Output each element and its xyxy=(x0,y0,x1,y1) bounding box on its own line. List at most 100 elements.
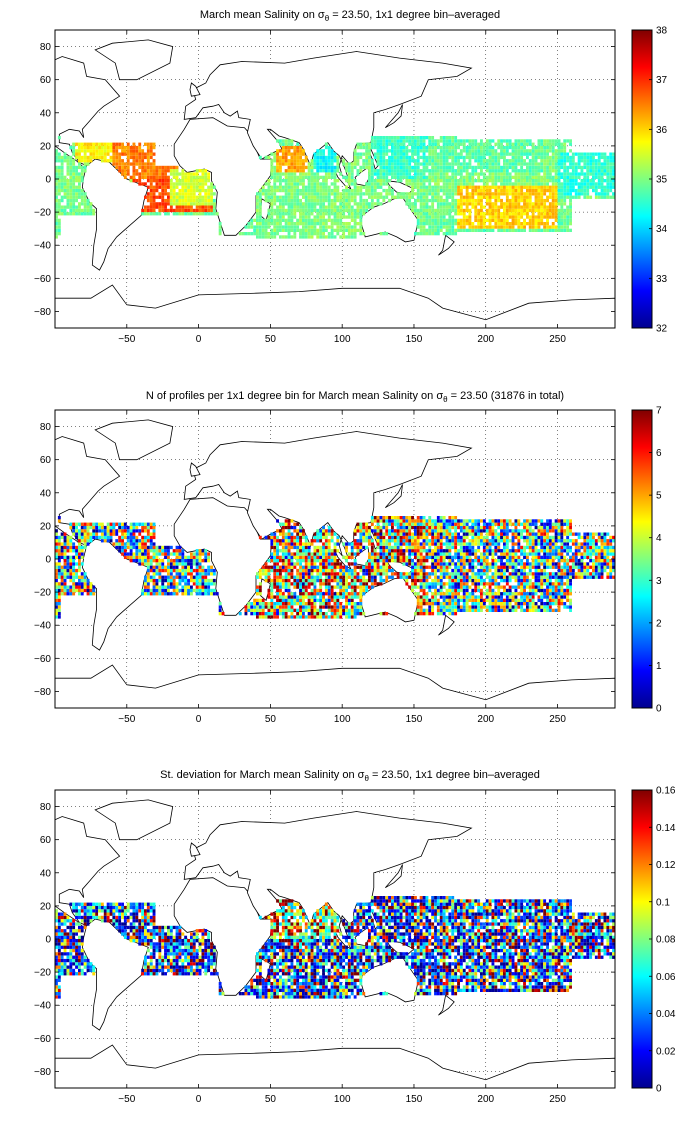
data-cell xyxy=(307,585,311,589)
data-cell xyxy=(442,162,446,166)
data-cell xyxy=(290,562,294,566)
data-cell xyxy=(126,142,130,146)
data-cell xyxy=(198,182,202,186)
data-cell xyxy=(69,145,73,150)
data-cell xyxy=(391,162,394,166)
data-cell xyxy=(178,188,182,193)
data-cell xyxy=(218,605,222,609)
data-cell xyxy=(428,225,432,229)
data-cell xyxy=(540,139,544,143)
data-cell xyxy=(55,169,58,173)
data-cell xyxy=(471,165,475,170)
data-cell xyxy=(121,142,124,146)
data-cell xyxy=(210,202,213,206)
data-cell xyxy=(434,155,437,160)
data-cell xyxy=(273,575,277,579)
data-cell xyxy=(431,205,435,209)
data-cell xyxy=(508,205,512,209)
data-cell xyxy=(310,539,314,543)
data-cell xyxy=(195,549,199,553)
data-cell xyxy=(327,225,331,229)
data-cell xyxy=(304,575,308,579)
data-cell xyxy=(482,152,486,156)
data-cell xyxy=(347,582,351,586)
data-cell xyxy=(554,165,558,170)
data-cell xyxy=(63,159,67,163)
data-cell xyxy=(55,535,58,540)
data-cell xyxy=(411,165,414,170)
data-cell xyxy=(471,149,475,153)
data-cell xyxy=(273,532,277,536)
data-cell xyxy=(66,535,70,540)
data-cell xyxy=(276,575,279,579)
data-cell xyxy=(497,145,501,150)
data-cell xyxy=(333,208,337,213)
data-cell xyxy=(336,585,340,589)
data-cell xyxy=(310,208,314,213)
data-cell xyxy=(129,145,133,150)
data-cell xyxy=(89,205,93,209)
data-cell xyxy=(465,175,469,180)
data-cell xyxy=(330,149,334,153)
data-cell xyxy=(546,175,549,180)
data-cell xyxy=(319,535,323,540)
data-cell xyxy=(566,222,570,226)
data-cell xyxy=(560,149,564,153)
data-cell xyxy=(293,192,297,196)
data-cell xyxy=(83,195,87,199)
data-cell xyxy=(566,218,570,223)
data-cell xyxy=(313,185,317,189)
data-cell xyxy=(284,172,288,176)
data-cell xyxy=(543,215,547,219)
data-cell xyxy=(540,192,544,196)
data-cell xyxy=(276,208,279,213)
data-cell xyxy=(345,575,348,579)
data-cell xyxy=(144,525,147,530)
data-cell xyxy=(393,169,397,173)
data-cell xyxy=(465,218,469,223)
data-cell xyxy=(270,165,274,170)
data-cell xyxy=(353,195,357,199)
data-cell xyxy=(388,188,391,193)
data-cell xyxy=(376,192,380,196)
data-cell xyxy=(350,578,354,583)
data-cell xyxy=(149,522,153,526)
data-cell xyxy=(83,159,87,163)
data-cell xyxy=(482,192,486,196)
data-cell xyxy=(135,169,139,173)
data-cell xyxy=(181,195,185,199)
data-cell xyxy=(497,162,501,166)
data-cell xyxy=(310,565,314,569)
data-cell xyxy=(482,188,486,193)
data-cell xyxy=(279,582,282,586)
data-cell xyxy=(279,598,282,603)
data-cell xyxy=(138,149,142,153)
data-cell xyxy=(586,175,590,180)
data-cell xyxy=(477,215,481,219)
data-cell xyxy=(543,142,547,146)
data-cell xyxy=(414,142,417,146)
data-cell xyxy=(548,192,552,196)
data-cell xyxy=(129,535,133,540)
data-cell xyxy=(169,552,173,556)
data-cell xyxy=(86,145,90,150)
data-cell xyxy=(115,152,119,156)
data-cell xyxy=(57,172,61,176)
data-cell xyxy=(548,188,552,193)
data-cell xyxy=(488,162,492,166)
data-cell xyxy=(181,185,185,189)
data-cell xyxy=(158,552,162,556)
data-cell xyxy=(508,215,512,219)
data-cell xyxy=(293,525,297,530)
data-cell xyxy=(428,155,432,160)
data-cell xyxy=(342,198,346,203)
data-cell xyxy=(330,188,334,193)
data-cell xyxy=(408,165,412,170)
data-cell xyxy=(313,552,317,556)
data-cell xyxy=(557,142,561,146)
data-cell xyxy=(485,179,489,183)
data-cell xyxy=(316,559,320,563)
data-cell xyxy=(247,232,251,236)
data-cell xyxy=(546,182,549,186)
data-cell xyxy=(310,575,314,579)
